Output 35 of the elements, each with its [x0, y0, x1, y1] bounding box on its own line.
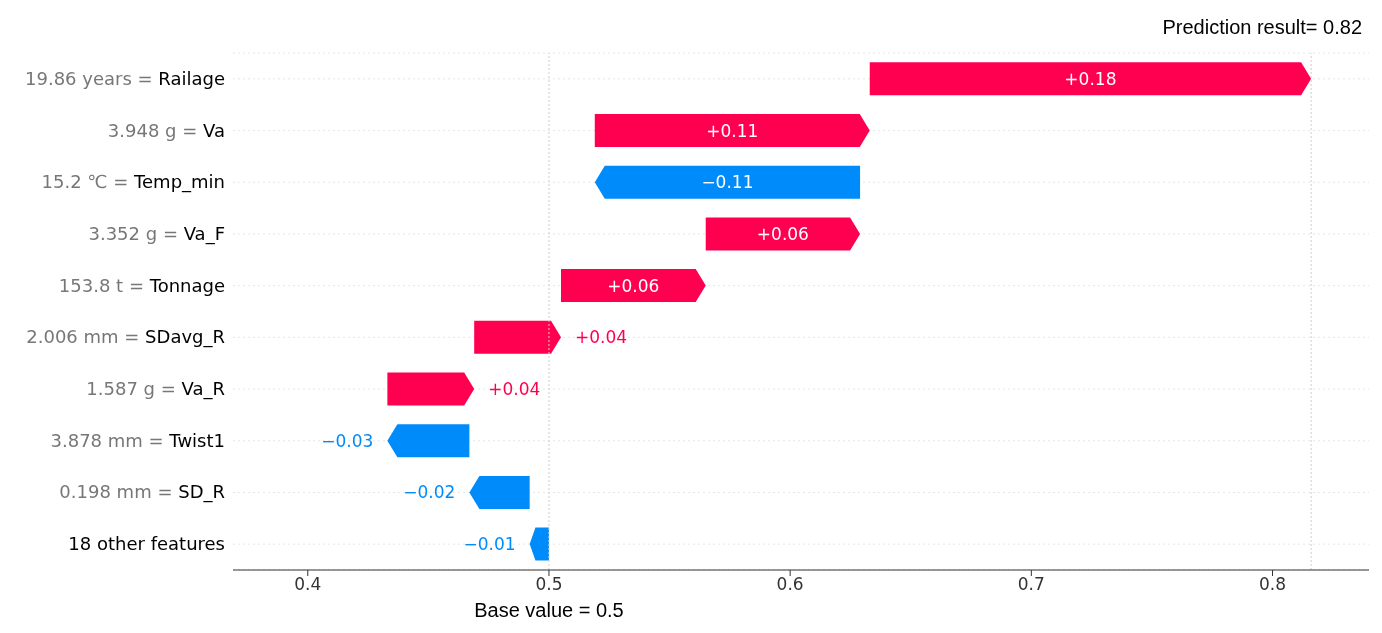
- data-label: +0.11: [706, 120, 759, 141]
- bar: [387, 372, 475, 406]
- bar: [705, 217, 861, 251]
- y-tick-label: 19.86 years = Railage: [25, 67, 225, 89]
- ref-line-label: Prediction result= 0.82: [1162, 16, 1362, 38]
- data-label: +0.06: [607, 275, 660, 296]
- y-tick-label: 2.006 mm = SDavg_R: [26, 326, 225, 349]
- x-tick-label: 0.6: [776, 574, 804, 595]
- y-tick-label: 3.948 g = Va: [107, 119, 225, 141]
- y-tick-label: 153.8 t = Tonnage: [58, 274, 225, 296]
- y-tick-label: 18 other features: [68, 533, 225, 555]
- y-tick-label: 3.352 g = Va_F: [88, 222, 225, 245]
- data-label: +0.06: [756, 223, 809, 244]
- data-label: +0.04: [575, 327, 628, 348]
- bar: [869, 62, 1312, 96]
- data-label: −0.02: [403, 482, 456, 503]
- x-tick-label: 0.5: [535, 574, 563, 595]
- x-tick-label: 0.8: [1259, 574, 1287, 595]
- data-label: +0.04: [488, 379, 541, 400]
- x-tick-label: 0.7: [1017, 574, 1045, 595]
- data-label: +0.18: [1064, 68, 1117, 89]
- y-tick-label: 1.587 g = Va_R: [86, 378, 225, 401]
- data-label: −0.01: [463, 534, 516, 555]
- bar: [594, 165, 861, 199]
- ref-line-label: Base value = 0.5: [474, 599, 624, 621]
- bar: [594, 114, 870, 148]
- y-tick-label: 3.878 mm = Twist1: [50, 429, 225, 451]
- bar: [387, 424, 470, 458]
- data-label: −0.11: [701, 172, 754, 193]
- x-tick-label: 0.4: [294, 574, 322, 595]
- bar: [561, 269, 706, 303]
- y-tick-label: 15.2 ℃ = Temp_min: [41, 171, 225, 194]
- data-label: −0.03: [321, 430, 374, 451]
- bar: [474, 320, 562, 354]
- y-tick-label: 0.198 mm = SD_R: [59, 481, 225, 504]
